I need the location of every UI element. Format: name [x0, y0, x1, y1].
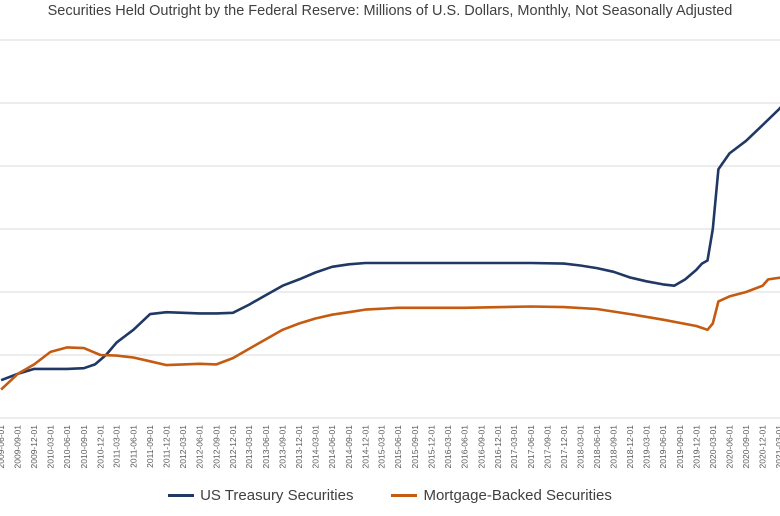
- x-tick-label-1: 2009-09-01: [13, 425, 23, 469]
- x-tick-label-23: 2015-03-01: [377, 425, 387, 469]
- x-tick-label-44: 2020-06-01: [724, 425, 734, 469]
- x-tick-label-25: 2015-09-01: [410, 425, 420, 469]
- series-line-mbs: [0, 276, 780, 391]
- x-tick-label-10: 2011-12-01: [162, 425, 172, 468]
- x-tick-label-34: 2017-12-01: [559, 425, 569, 469]
- x-tick-label-18: 2013-12-01: [294, 425, 304, 469]
- x-tick-label-7: 2011-03-01: [112, 425, 122, 468]
- x-tick-label-27: 2016-03-01: [443, 425, 453, 469]
- legend-swatch-mbs: [391, 494, 418, 497]
- x-tick-labels: 2009-06-01 2009-09-01 2009-12-01 2010-03-01…: [0, 425, 780, 469]
- x-tick-label-8: 2011-06-01: [128, 425, 138, 468]
- x-tick-label-29: 2016-09-01: [476, 425, 486, 469]
- x-tick-label-22: 2014-12-01: [360, 425, 370, 469]
- x-tick-label-40: 2019-06-01: [658, 425, 668, 469]
- x-tick-label-32: 2017-06-01: [526, 425, 536, 469]
- x-tick-label-47: 2021-03-01: [774, 425, 780, 469]
- x-tick-label-38: 2018-12-01: [625, 425, 635, 469]
- gridlines: [0, 39, 780, 419]
- series-lines: [0, 106, 780, 391]
- x-tick-label-20: 2014-06-01: [327, 425, 337, 469]
- x-tick-label-21: 2014-09-01: [344, 425, 354, 469]
- x-tick-label-0: 2009-06-01: [0, 425, 6, 469]
- x-tick-label-19: 2014-03-01: [310, 425, 320, 469]
- x-tick-label-28: 2016-06-01: [460, 425, 470, 469]
- x-tick-label-4: 2010-06-01: [62, 425, 72, 469]
- x-tick-label-37: 2018-09-01: [609, 425, 619, 469]
- x-tick-label-9: 2011-09-01: [145, 425, 155, 468]
- x-tick-label-35: 2018-03-01: [575, 425, 585, 469]
- legend: US Treasury Securities Mortgage-Backed S…: [0, 487, 780, 504]
- line-chart: 2009-06-01 2009-09-01 2009-12-01 2010-03-01…: [0, 39, 780, 469]
- x-tick-label-36: 2018-06-01: [592, 425, 602, 469]
- x-tick-label-39: 2019-03-01: [641, 425, 651, 469]
- x-tick-label-3: 2010-03-01: [46, 425, 56, 469]
- legend-item-treasury: US Treasury Securities: [168, 487, 353, 504]
- chart-title: Securities Held Outright by the Federal …: [47, 3, 733, 19]
- legend-label-mbs: Mortgage-Backed Securities: [423, 487, 612, 504]
- x-tick-label-31: 2017-03-01: [509, 425, 519, 469]
- x-tick-label-41: 2019-09-01: [675, 425, 685, 469]
- x-tick-label-5: 2010-09-01: [79, 425, 89, 469]
- legend-swatch-treasury: [168, 494, 195, 497]
- x-tick-label-13: 2012-09-01: [211, 425, 221, 469]
- x-tick-label-24: 2015-06-01: [393, 425, 403, 469]
- x-tick-label-43: 2020-03-01: [708, 425, 718, 469]
- x-tick-label-42: 2019-12-01: [691, 425, 701, 469]
- x-tick-label-17: 2013-09-01: [278, 425, 288, 469]
- x-tick-label-33: 2017-09-01: [542, 425, 552, 469]
- x-tick-label-26: 2015-12-01: [426, 425, 436, 469]
- x-tick-label-30: 2016-12-01: [493, 425, 503, 469]
- x-tick-label-2: 2009-12-01: [29, 425, 39, 469]
- series-line-treasury: [0, 106, 780, 382]
- x-tick-label-11: 2012-03-01: [178, 425, 188, 469]
- legend-item-mbs: Mortgage-Backed Securities: [391, 487, 612, 504]
- x-tick-label-6: 2010-12-01: [95, 425, 105, 469]
- x-tick-label-46: 2020-12-01: [758, 425, 768, 469]
- x-tick-label-14: 2012-12-01: [228, 425, 238, 469]
- x-tick-label-45: 2020-09-01: [741, 425, 751, 469]
- x-tick-label-16: 2013-06-01: [261, 425, 271, 469]
- x-tick-label-12: 2012-06-01: [195, 425, 205, 469]
- legend-label-treasury: US Treasury Securities: [200, 487, 354, 504]
- x-tick-label-15: 2013-03-01: [244, 425, 254, 469]
